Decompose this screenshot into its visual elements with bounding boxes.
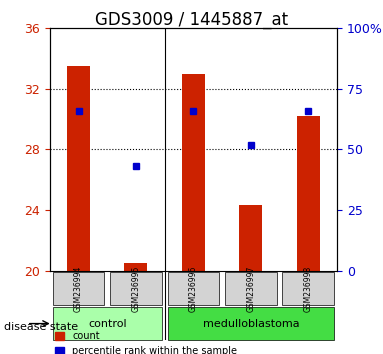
Bar — [239, 205, 262, 270]
Text: GSM236997: GSM236997 — [246, 266, 255, 312]
FancyBboxPatch shape — [168, 307, 334, 340]
Bar — [67, 66, 90, 270]
FancyBboxPatch shape — [282, 272, 334, 305]
Text: disease state: disease state — [4, 322, 78, 332]
Bar — [297, 116, 320, 270]
FancyBboxPatch shape — [225, 272, 277, 305]
Text: GSM236994: GSM236994 — [74, 266, 83, 312]
Bar — [124, 263, 147, 270]
Legend: count, percentile rank within the sample: count, percentile rank within the sample — [55, 331, 237, 354]
FancyBboxPatch shape — [53, 307, 162, 340]
Text: GSM236995: GSM236995 — [131, 266, 141, 312]
FancyBboxPatch shape — [168, 272, 219, 305]
Bar — [182, 74, 205, 270]
FancyBboxPatch shape — [110, 272, 162, 305]
Text: medulloblastoma: medulloblastoma — [203, 319, 299, 329]
Text: GDS3009 / 1445887_at: GDS3009 / 1445887_at — [95, 11, 288, 29]
Text: GSM236998: GSM236998 — [304, 266, 313, 312]
Text: control: control — [88, 319, 126, 329]
Text: GSM236996: GSM236996 — [189, 266, 198, 312]
FancyBboxPatch shape — [53, 272, 104, 305]
